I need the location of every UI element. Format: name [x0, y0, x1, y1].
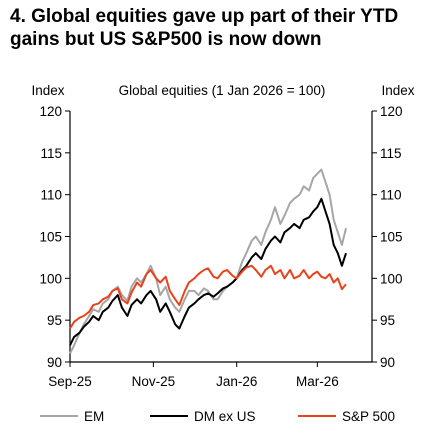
x-tick-label: Mar-26: [296, 374, 339, 389]
x-tick-label: Sep-25: [48, 374, 92, 389]
series-lines: [69, 168, 347, 355]
chart-subtitle: Global equities (1 Jan 2026 = 100): [119, 83, 326, 98]
y-tick-label-right: 90: [380, 355, 395, 370]
y-axis-right: 90 95 100 105 110 115 120: [372, 104, 403, 370]
y-tick-label-left: 100: [39, 271, 62, 286]
x-tick-label: Nov-25: [132, 374, 176, 389]
legend-label-dm-ex-us: DM ex US: [194, 409, 256, 424]
y-tick-label-left: 90: [47, 355, 62, 370]
y-tick-label-left: 115: [40, 146, 62, 161]
y-tick-label-left: 120: [39, 104, 62, 119]
x-tick-label: Jan-26: [216, 374, 257, 389]
y-tick-label-right: 110: [380, 188, 402, 203]
y-axis-label-right: Index: [381, 83, 414, 98]
chart-title: 4. Global equities gave up part of their…: [10, 5, 435, 51]
x-axis: Sep-25 Nov-25 Jan-26 Mar-26: [48, 362, 339, 389]
y-tick-label-right: 95: [380, 313, 395, 328]
series-line-dm-ex-us: [69, 197, 347, 346]
y-axis-label-left: Index: [31, 83, 64, 98]
y-tick-label-left: 105: [39, 230, 62, 245]
plot-frame: [69, 111, 373, 363]
legend-label-s-p-500: S&P 500: [342, 409, 395, 424]
chart-title-line-2: gains but US S&P500 is now down: [10, 29, 322, 50]
series-line-s-p-500: [69, 264, 347, 330]
legend: EM DM ex US S&P 500: [40, 409, 395, 424]
y-tick-label-left: 95: [47, 313, 62, 328]
y-tick-label-right: 115: [380, 146, 402, 161]
legend-label-em: EM: [84, 409, 104, 424]
y-tick-label-right: 120: [380, 104, 403, 119]
y-tick-label-left: 110: [40, 188, 62, 203]
y-tick-label-right: 105: [380, 230, 403, 245]
y-axis-left: 90 95 100 105 110 115 120: [39, 104, 70, 370]
series-line-em: [69, 168, 347, 355]
chart-title-line-1: 4. Global equities gave up part of their…: [10, 6, 399, 27]
y-tick-label-right: 100: [380, 271, 403, 286]
